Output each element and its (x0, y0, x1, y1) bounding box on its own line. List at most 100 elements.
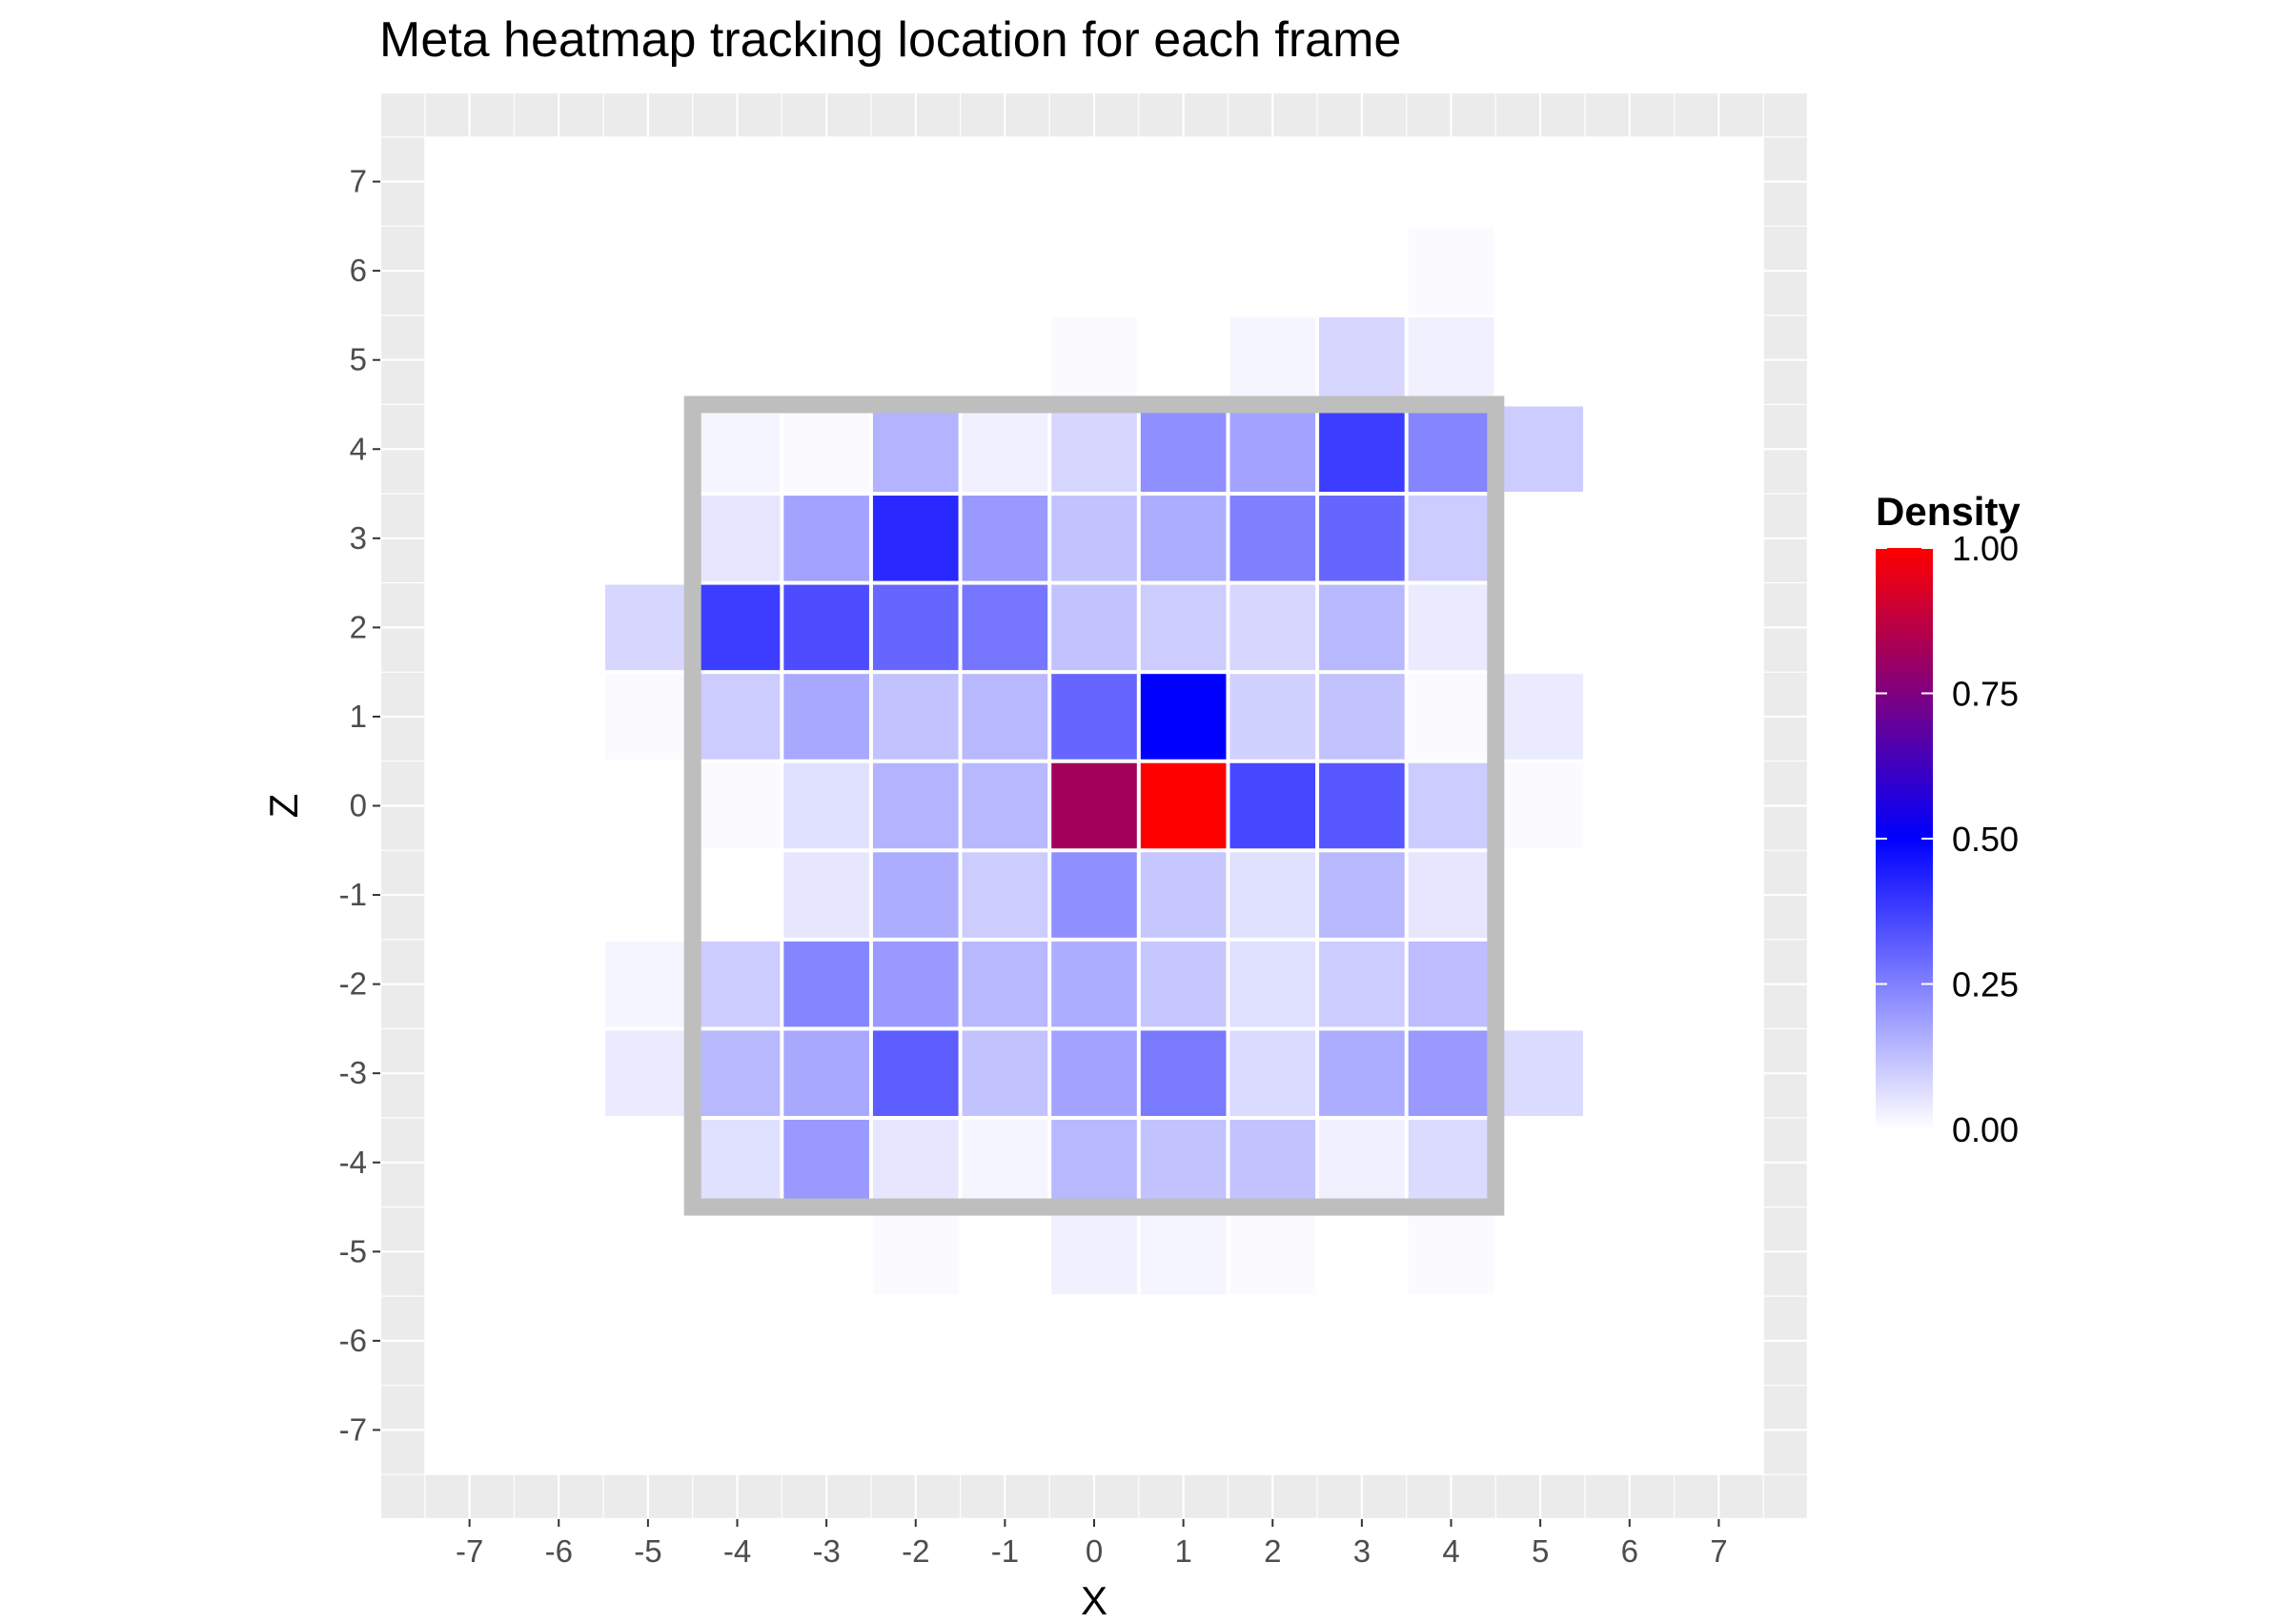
heatmap-cell (1497, 762, 1583, 849)
legend-title: Density (1876, 489, 2021, 534)
y-tick-label: 7 (350, 164, 367, 199)
heatmap-cell (1051, 406, 1137, 493)
heatmap-cell (1051, 941, 1137, 1027)
heatmap-cell (872, 1030, 959, 1116)
heatmap-cell (1140, 1119, 1227, 1206)
heatmap-cell (1319, 674, 1405, 760)
heatmap-cell (1229, 762, 1316, 849)
heatmap-cell (872, 941, 959, 1027)
heatmap-cell (1408, 1208, 1494, 1295)
heatmap-cell (962, 584, 1048, 671)
heatmap-cell (1319, 941, 1405, 1027)
y-tick-label: 5 (350, 342, 367, 377)
heatmap-cell (1408, 584, 1494, 671)
heatmap-cell (1408, 762, 1494, 849)
heatmap-cell (1140, 1030, 1227, 1116)
heatmap-cell (1319, 406, 1405, 493)
heatmap-cell (962, 762, 1048, 849)
heatmap-cell (783, 1119, 869, 1206)
heatmap-cell (1408, 316, 1494, 403)
heatmap-cell (1229, 584, 1316, 671)
heatmap-cell (1319, 496, 1405, 581)
heatmap-cell (694, 1030, 781, 1116)
heatmap-cell (1051, 1119, 1137, 1206)
heatmap-cell (1319, 762, 1405, 849)
heatmap-cell (962, 1030, 1048, 1116)
x-tick-label: 0 (1086, 1533, 1103, 1569)
x-tick-label: 4 (1442, 1533, 1459, 1569)
heatmap-cell (605, 674, 691, 760)
heatmap-cell (872, 1119, 959, 1206)
y-tick-label: -3 (339, 1055, 367, 1090)
legend-label: 1.00 (1952, 529, 2019, 568)
heatmap-cell (605, 941, 691, 1027)
x-tick-label: 7 (1710, 1533, 1727, 1569)
heatmap-cell (694, 1119, 781, 1206)
heatmap-cell (1140, 762, 1227, 849)
x-tick-label: -7 (456, 1533, 483, 1569)
heatmap-cell (694, 406, 781, 493)
heatmap-cell (1408, 852, 1494, 938)
x-tick-label: -1 (991, 1533, 1019, 1569)
legend-label: 0.25 (1952, 965, 2019, 1004)
heatmap-cell (783, 584, 869, 671)
heatmap-cell (1140, 941, 1227, 1027)
heatmap-cell (962, 852, 1048, 938)
heatmap-cell (605, 1030, 691, 1116)
heatmap-cell (1497, 1030, 1583, 1116)
heatmap-cell (872, 496, 959, 581)
y-tick-label: -4 (339, 1145, 367, 1180)
heatmap-cell (1408, 496, 1494, 581)
heatmap-cell (1408, 228, 1494, 314)
heatmap-cell (783, 674, 869, 760)
y-tick-label: -6 (339, 1323, 367, 1358)
heatmap-cell (872, 674, 959, 760)
heatmap-cell (783, 762, 869, 849)
heatmap-cell (1408, 1119, 1494, 1206)
x-tick-label: -4 (723, 1533, 751, 1569)
heatmap-cell (1229, 406, 1316, 493)
heatmap-cell (1140, 406, 1227, 493)
heatmap-cell (962, 406, 1048, 493)
legend-label: 0.00 (1952, 1110, 2019, 1149)
x-tick-label: 6 (1621, 1533, 1638, 1569)
heatmap-cell (1051, 1030, 1137, 1116)
heatmap-cell (1140, 852, 1227, 938)
x-tick-label: 5 (1532, 1533, 1549, 1569)
heatmap-cell (872, 1208, 959, 1295)
y-axis-title: Z (261, 794, 306, 819)
x-axis-title: X (1081, 1578, 1107, 1623)
heatmap-cell (694, 496, 781, 581)
heatmap-cell (1229, 852, 1316, 938)
heatmap-cell (872, 584, 959, 671)
heatmap-cell (1229, 316, 1316, 403)
heatmap-cell (1051, 762, 1137, 849)
y-tick-label: 0 (350, 788, 367, 823)
x-tick-label: 2 (1264, 1533, 1281, 1569)
chart-title: Meta heatmap tracking location for each … (379, 12, 1402, 68)
heatmap-cell (694, 584, 781, 671)
x-tick-label: -6 (545, 1533, 573, 1569)
heatmap-cell (1497, 406, 1583, 493)
y-tick-label: 2 (350, 609, 367, 644)
heatmap-cell (1319, 852, 1405, 938)
heatmap-cell (1408, 1030, 1494, 1116)
heatmap-cell (694, 762, 781, 849)
y-tick-label: -7 (339, 1411, 367, 1447)
y-tick-label: 4 (350, 431, 367, 466)
heatmap-cell (694, 674, 781, 760)
heatmap-cell (605, 584, 691, 671)
heatmap-cell (1140, 674, 1227, 760)
legend-label: 0.50 (1952, 820, 2019, 859)
heatmap-cell (1051, 1208, 1137, 1295)
legend-label: 0.75 (1952, 675, 2019, 714)
heatmap-cell (872, 406, 959, 493)
heatmap-cell (1408, 941, 1494, 1027)
heatmap-cell (1408, 406, 1494, 493)
x-tick-label: -5 (634, 1533, 661, 1569)
heatmap-cell (1051, 852, 1137, 938)
heatmap-cell (1229, 1119, 1316, 1206)
heatmap-cell (962, 674, 1048, 760)
